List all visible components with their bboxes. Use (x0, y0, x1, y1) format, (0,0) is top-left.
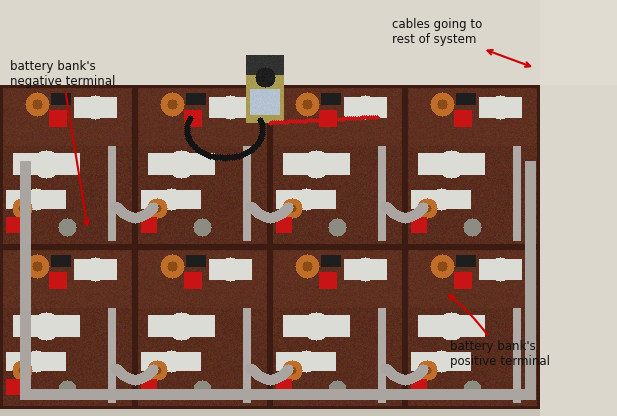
Text: cables going to
rest of system: cables going to rest of system (392, 18, 530, 67)
Text: battery bank's
positive terminal: battery bank's positive terminal (449, 295, 550, 368)
Text: battery bank's
negative terminal: battery bank's negative terminal (10, 60, 115, 225)
